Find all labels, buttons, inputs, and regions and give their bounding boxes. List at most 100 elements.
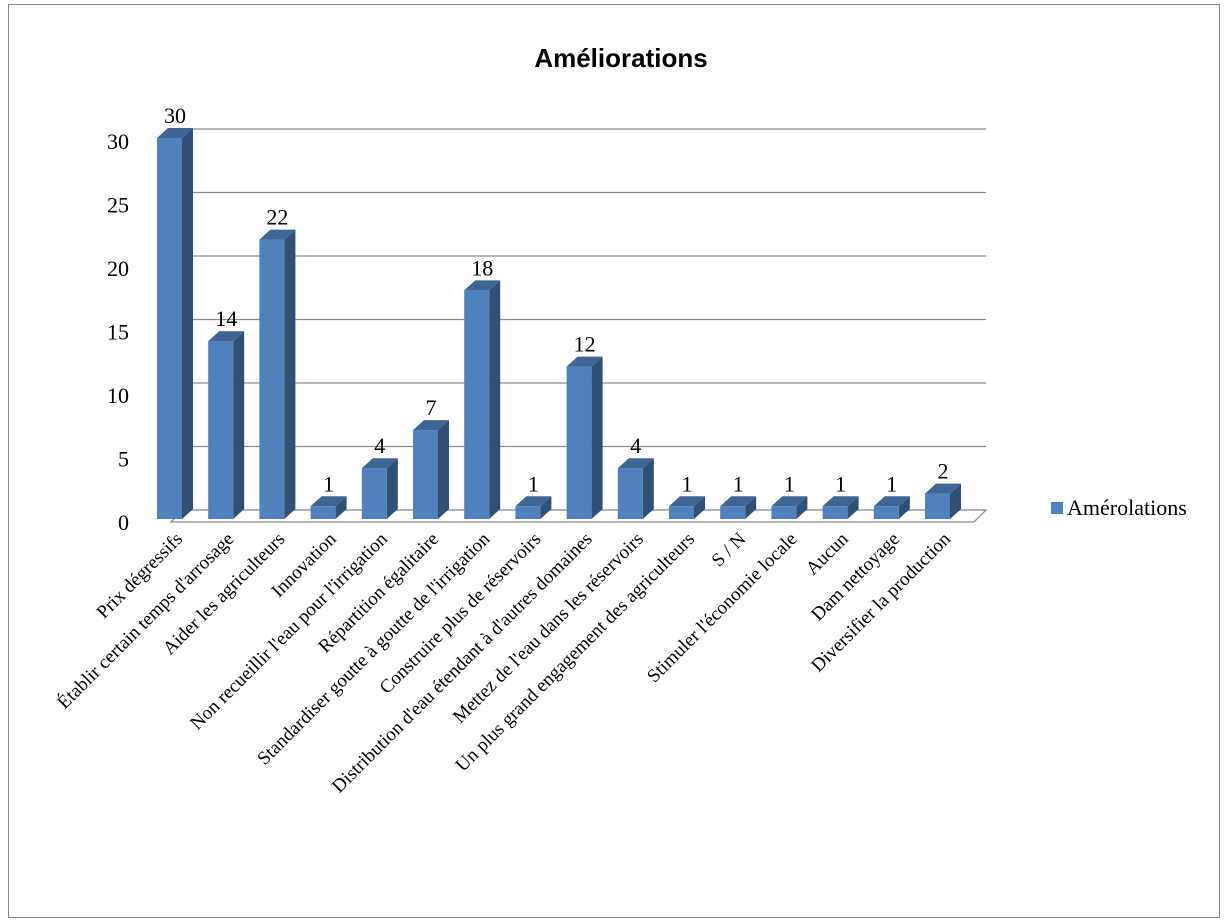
- bars: [157, 128, 961, 519]
- bar-side: [489, 280, 501, 519]
- bar-side: [950, 483, 961, 519]
- bar-side: [335, 496, 347, 519]
- bar-side: [745, 496, 757, 519]
- bar-side: [438, 420, 449, 519]
- bar-front: [771, 506, 797, 519]
- bar-side: [796, 496, 808, 519]
- bar-front: [566, 366, 592, 519]
- bar-front: [310, 506, 336, 519]
- bar-front: [720, 506, 746, 519]
- category-label: Dam nettoyage: [807, 529, 904, 626]
- bar-front: [361, 468, 387, 519]
- y-tick-label: 5: [118, 447, 129, 472]
- gridline: [170, 191, 986, 205]
- data-label: 12: [574, 332, 596, 357]
- y-axis-ticks: 0 5 10 15 20 25 30: [107, 129, 129, 535]
- data-label: 4: [630, 433, 641, 458]
- data-label: 22: [266, 205, 288, 230]
- y-tick-label: 10: [107, 383, 129, 408]
- bar-top: [720, 496, 757, 507]
- bar-side: [284, 229, 296, 519]
- data-label: 1: [835, 471, 846, 496]
- chart-frame: Améliorations 0 5 10 15 20 25 30 30 14 22 1 4 7 18 1 1…: [8, 4, 1220, 918]
- bar: [464, 280, 501, 519]
- bar-top: [617, 458, 654, 469]
- bar-top: [873, 496, 910, 507]
- y-tick-label: 25: [107, 193, 129, 218]
- bar-top: [259, 229, 296, 240]
- bar-front: [822, 506, 848, 519]
- data-label: 30: [164, 103, 186, 128]
- category-label: S / N: [708, 528, 751, 571]
- bar-top: [208, 331, 245, 342]
- bar-front: [669, 506, 694, 519]
- data-label: 1: [784, 471, 795, 496]
- legend-label: Amérolations: [1067, 495, 1187, 520]
- data-label: 1: [323, 471, 334, 496]
- bar: [617, 458, 654, 519]
- gridline: [170, 128, 986, 142]
- data-label: 18: [471, 255, 493, 280]
- bar-front: [873, 506, 899, 519]
- bar-front: [259, 239, 285, 519]
- y-tick-label: 0: [118, 510, 129, 535]
- bar-front: [413, 430, 438, 519]
- data-label: 1: [528, 471, 539, 496]
- bar: [208, 331, 245, 519]
- bar-top: [361, 458, 398, 469]
- bar-front: [925, 493, 950, 519]
- bar: [873, 496, 910, 519]
- bar: [157, 128, 193, 519]
- data-label: 1: [682, 471, 693, 496]
- bar-front: [464, 290, 490, 519]
- chart-title: Améliorations: [534, 43, 707, 73]
- bar-top: [310, 496, 347, 507]
- legend: Amérolations: [1051, 495, 1187, 520]
- bar: [515, 496, 552, 519]
- bar: [413, 420, 449, 519]
- bar-front: [157, 138, 182, 519]
- bar-side: [386, 458, 398, 519]
- y-tick-label: 30: [107, 129, 129, 154]
- bar: [259, 229, 296, 519]
- bar: [310, 496, 347, 519]
- y-tick-label: 20: [107, 256, 129, 281]
- data-label: 14: [215, 306, 237, 331]
- bar-side: [642, 458, 654, 519]
- data-label: 2: [938, 459, 949, 484]
- bar-side: [591, 356, 603, 519]
- bar-top: [413, 420, 449, 431]
- bar-side: [694, 496, 705, 519]
- bar-front: [617, 468, 643, 519]
- bar: [720, 496, 757, 519]
- bar: [925, 483, 961, 519]
- bar-top: [771, 496, 808, 507]
- bar-side: [540, 496, 552, 519]
- bar-top: [669, 496, 705, 507]
- data-label: 1: [886, 471, 897, 496]
- bar-top: [822, 496, 859, 507]
- bar-front: [515, 506, 541, 519]
- bar-side: [847, 496, 859, 519]
- bar: [669, 496, 705, 519]
- data-label: 7: [426, 395, 437, 420]
- y-tick-label: 15: [107, 320, 129, 345]
- legend-swatch: [1051, 502, 1063, 514]
- bar-top: [515, 496, 552, 507]
- data-label: 1: [733, 471, 744, 496]
- data-label: 4: [374, 433, 385, 458]
- bar: [771, 496, 808, 519]
- bar-side: [182, 128, 193, 519]
- bar-top: [566, 356, 603, 367]
- bar: [361, 458, 398, 519]
- bar-top: [157, 128, 193, 138]
- bar: [566, 356, 603, 519]
- bar-front: [208, 341, 234, 519]
- bar-side: [898, 496, 910, 519]
- bar-top: [925, 483, 961, 494]
- bar-top: [464, 280, 501, 291]
- bar-side: [233, 331, 245, 519]
